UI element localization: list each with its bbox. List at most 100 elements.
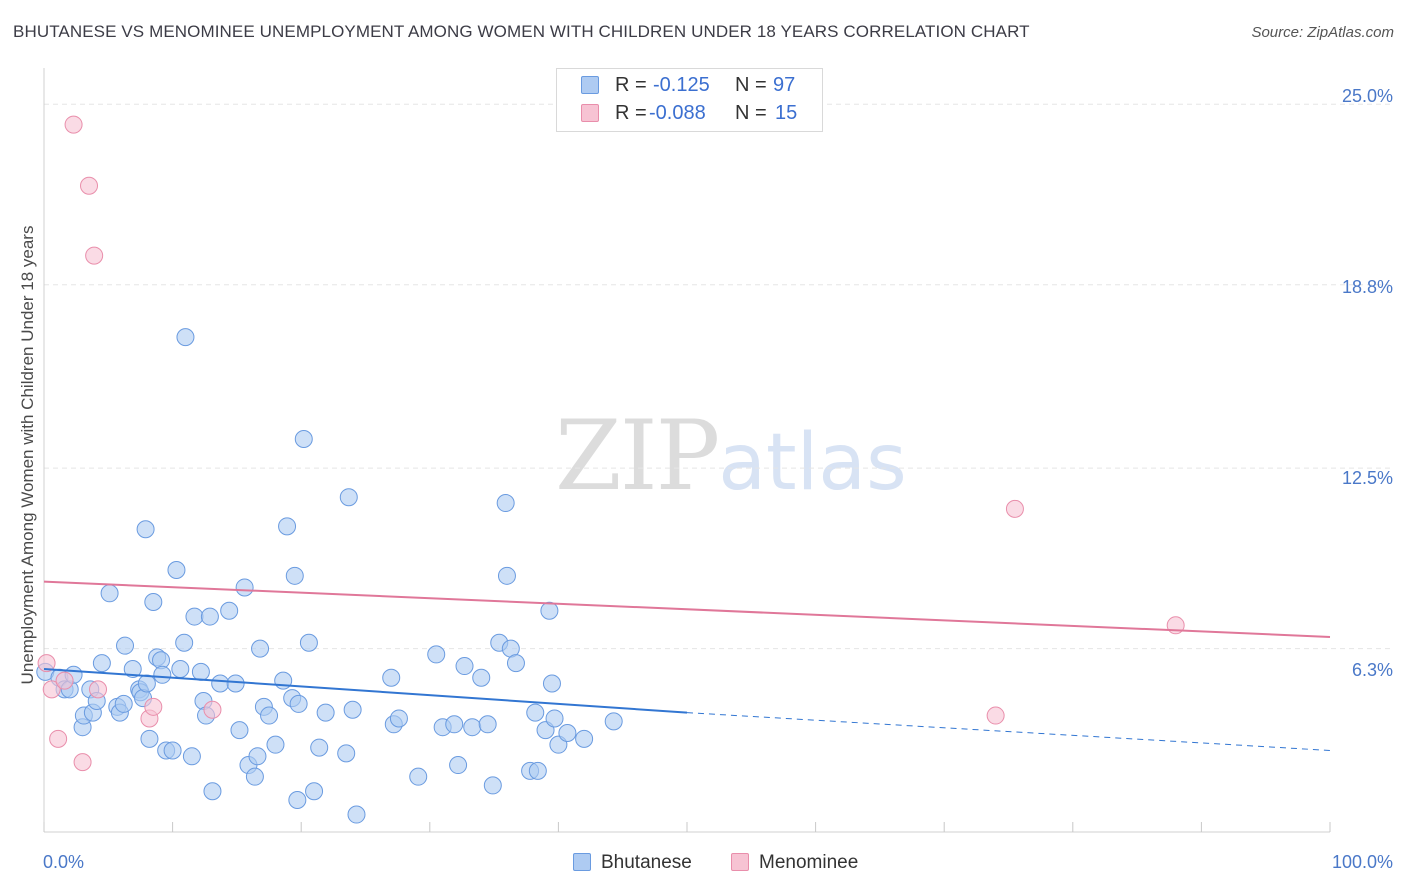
bhutanese-point: [285, 566, 304, 585]
bottom-legend-label: Menominee: [759, 852, 859, 873]
bhutanese-point: [230, 721, 249, 740]
menominee-point: [64, 115, 83, 134]
bhutanese-point: [136, 520, 155, 539]
menominee-point: [49, 729, 68, 748]
bhutanese-point: [299, 633, 318, 652]
menominee-trend-line: [43, 580, 1331, 638]
chart-title: BHUTANESE VS MENOMINEE UNEMPLOYMENT AMON…: [13, 22, 1030, 41]
legend-n-label: N =: [735, 102, 767, 124]
bhutanese-trend-extension: [686, 712, 1331, 751]
legend-r-value: -0.088: [649, 102, 706, 124]
bhutanese-point: [114, 694, 133, 713]
bhutanese-point: [496, 494, 515, 513]
bhutanese-point: [200, 607, 219, 626]
bhutanese-point: [137, 674, 156, 693]
bhutanese-point: [248, 747, 267, 766]
bhutanese-point: [542, 674, 561, 693]
bhutanese-point: [203, 782, 222, 801]
bhutanese-point: [455, 657, 474, 676]
legend-n-value: 15: [775, 102, 798, 124]
bhutanese-point: [427, 645, 446, 664]
menominee-point: [144, 697, 163, 716]
bottom-legend-swatch-blue: [573, 853, 591, 871]
correlation-legend: R = -0.125 N = 97 R = -0.088 N = 15: [556, 68, 823, 132]
bhutanese-point: [294, 429, 313, 448]
bottom-legend-swatch-pink: [731, 853, 749, 871]
bhutanese-point: [167, 560, 186, 579]
bhutanese-point: [316, 703, 335, 722]
menominee-point: [80, 176, 99, 195]
menominee-point: [986, 706, 1005, 725]
bhutanese-point: [176, 328, 195, 347]
y-tick-label: 25.0%: [1341, 86, 1393, 106]
bhutanese-point: [389, 709, 408, 728]
bhutanese-point: [310, 738, 329, 757]
bhutanese-point: [288, 790, 307, 809]
bhutanese-point: [211, 674, 230, 693]
legend-r-label: R =: [615, 74, 647, 96]
bhutanese-point: [483, 776, 502, 795]
bhutanese-point: [226, 674, 245, 693]
bhutanese-point: [245, 767, 264, 786]
bhutanese-point: [472, 668, 491, 687]
legend-n-label: N =: [735, 74, 767, 96]
bhutanese-point: [171, 659, 190, 678]
bhutanese-point: [92, 654, 111, 673]
legend-swatch-blue: [581, 76, 599, 94]
bhutanese-point: [289, 694, 308, 713]
menominee-point: [55, 671, 74, 690]
bhutanese-point: [100, 584, 119, 603]
menominee-point: [1005, 499, 1024, 518]
menominee-point: [37, 654, 56, 673]
bhutanese-point: [260, 706, 279, 725]
bhutanese-point: [220, 601, 239, 620]
legend-n-value: 97: [773, 74, 796, 96]
bhutanese-point: [343, 700, 362, 719]
bhutanese-point: [251, 639, 270, 658]
bhutanese-point: [528, 761, 547, 780]
legend-r-value: -0.125: [653, 74, 710, 96]
bhutanese-point: [182, 747, 201, 766]
bhutanese-point: [445, 715, 464, 734]
bhutanese-point: [540, 601, 559, 620]
bhutanese-point: [305, 782, 324, 801]
bhutanese-point: [497, 566, 516, 585]
menominee-point: [89, 680, 108, 699]
bhutanese-point: [337, 744, 356, 763]
watermark: ZIPatlas: [555, 400, 907, 512]
bhutanese-point: [191, 662, 210, 681]
bhutanese-point: [478, 715, 497, 734]
watermark-atlas: atlas: [718, 418, 907, 508]
bhutanese-point: [163, 741, 182, 760]
bottom-legend-bhutanese: Bhutanese: [573, 852, 692, 874]
bhutanese-point: [604, 712, 623, 731]
bhutanese-point: [140, 729, 159, 748]
menominee-point: [73, 753, 92, 772]
bottom-legend-menominee: Menominee: [731, 852, 858, 874]
bhutanese-point: [463, 718, 482, 737]
menominee-point: [203, 700, 222, 719]
source-label: Source: ZipAtlas.com: [1251, 24, 1394, 41]
bhutanese-trend-line: [43, 667, 688, 714]
bhutanese-point: [116, 636, 135, 655]
bhutanese-point: [382, 668, 401, 687]
menominee-point: [85, 246, 104, 265]
y-axis-label: Unemployment Among Women with Children U…: [18, 225, 37, 685]
bhutanese-point: [153, 665, 172, 684]
y-tick-label: 18.8%: [1341, 277, 1393, 297]
bhutanese-point: [558, 724, 577, 743]
bhutanese-point: [347, 805, 366, 824]
legend-swatch-pink: [581, 104, 599, 122]
legend-r-label: R =: [615, 102, 647, 124]
bhutanese-point: [123, 659, 142, 678]
bhutanese-point: [526, 703, 545, 722]
bhutanese-point: [175, 633, 194, 652]
bhutanese-point: [235, 578, 254, 597]
y-tick-label: 6.3%: [1351, 660, 1393, 680]
bottom-legend-label: Bhutanese: [601, 852, 692, 873]
bhutanese-point: [185, 607, 204, 626]
watermark-zip: ZIP: [555, 400, 720, 512]
bhutanese-point: [575, 729, 594, 748]
bhutanese-point: [339, 488, 358, 507]
y-tick-label: 12.5%: [1341, 468, 1393, 488]
